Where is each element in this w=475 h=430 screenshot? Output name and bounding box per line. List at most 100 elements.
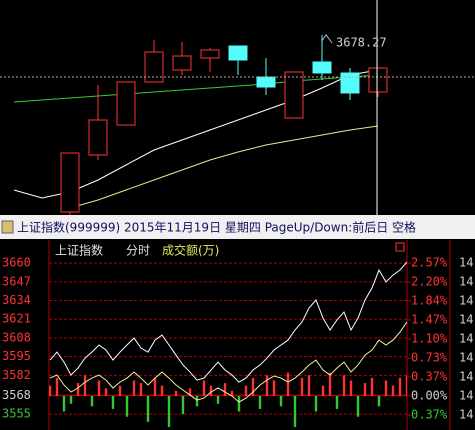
y2-tick-label: 1.10%	[411, 332, 448, 346]
volume-bar	[328, 372, 332, 397]
volume-bar	[49, 385, 52, 397]
candle-body	[228, 45, 248, 61]
y2-tick-label: 0.37%	[411, 408, 448, 422]
volume-bar	[349, 380, 353, 397]
volume-bar	[202, 380, 206, 397]
volume-bar	[293, 396, 297, 428]
volume-bar	[321, 385, 325, 397]
far-right-label: 14	[459, 293, 473, 307]
title-text: 上证指数(999999) 2015年11月19日 星期四 PageUp/Down…	[17, 220, 416, 235]
volume-bar	[300, 377, 304, 397]
volume-bar	[181, 396, 185, 415]
far-right-label: 14	[459, 275, 473, 289]
candle-body	[116, 81, 136, 126]
volume-bar	[104, 388, 108, 397]
far-right-label: 14	[459, 351, 473, 365]
volume-bar	[356, 396, 360, 417]
candle-body	[368, 67, 388, 93]
far-right-label: 14	[459, 256, 473, 270]
far-right-label: 14	[459, 369, 473, 383]
volume-bar	[363, 383, 367, 397]
candle-body	[340, 72, 360, 94]
header-indicator: 成交额(万)	[162, 243, 219, 258]
volume-bar	[391, 385, 395, 397]
candle-body	[88, 119, 108, 156]
far-right-label: 14	[459, 389, 473, 403]
y-tick-label: 3608	[2, 330, 31, 344]
far-right-label: 14	[459, 408, 473, 422]
volume-bar	[174, 390, 178, 397]
y-tick-label: 3568	[2, 388, 31, 402]
volume-bar	[258, 396, 262, 409]
volume-bar	[272, 380, 276, 397]
candle-body	[144, 51, 164, 83]
volume-bar	[83, 375, 87, 397]
price-line	[49, 321, 407, 403]
volume-bar	[279, 396, 283, 407]
candle-body	[200, 49, 220, 59]
far-right-label: 14	[459, 332, 473, 346]
price-line	[49, 261, 407, 383]
header-name: 上证指数	[55, 243, 103, 258]
moving-average	[13, 74, 379, 103]
candle-body	[60, 152, 80, 213]
y-tick-label: 3595	[2, 349, 31, 363]
kline-panel: 3678.27	[0, 0, 475, 215]
volume-bar	[377, 396, 381, 407]
volume-bar	[237, 396, 241, 412]
volume-bar	[167, 396, 171, 428]
y2-tick-label: 2.20%	[411, 275, 448, 289]
intraday-plot	[49, 261, 407, 428]
y-tick-label: 3582	[2, 368, 31, 382]
y2-tick-label: 1.84%	[411, 293, 448, 307]
volume-bar	[111, 396, 115, 409]
header-mode: 分时	[126, 244, 150, 258]
volume-bar	[342, 375, 346, 397]
y2-tick-label: 0.73%	[411, 351, 448, 365]
volume-bar	[230, 390, 234, 397]
volume-bar	[97, 380, 101, 397]
far-right-label: 14	[459, 312, 473, 326]
volume-bar	[160, 385, 164, 397]
close-box[interactable]	[395, 242, 405, 252]
volume-bar	[370, 377, 374, 397]
y-tick-label: 3647	[2, 274, 31, 288]
y2-tick-label: 0.00%	[411, 389, 448, 403]
volume-bar	[118, 385, 122, 397]
candle-body	[312, 61, 332, 74]
volume-bar	[90, 396, 94, 407]
volume-bar	[307, 375, 311, 397]
y-tick-label: 3555	[2, 407, 31, 421]
volume-bar	[384, 380, 388, 397]
volume-bar	[216, 396, 220, 404]
title-bar	[0, 215, 475, 239]
volume-bar	[251, 377, 255, 397]
volume-bar	[265, 375, 269, 397]
high-label: 3678.27	[336, 35, 387, 49]
volume-bar	[132, 380, 136, 397]
y-tick-label: 3660	[2, 256, 31, 270]
volume-bar	[244, 385, 248, 397]
moving-average	[69, 125, 379, 209]
y-tick-label: 3634	[2, 293, 31, 307]
volume-bar	[286, 372, 290, 397]
volume-bar	[153, 377, 157, 397]
volume-bar	[335, 396, 339, 409]
candle-body	[284, 71, 304, 119]
y2-tick-label: 0.37%	[411, 369, 448, 383]
volume-bar	[405, 375, 407, 397]
volume-bar	[188, 388, 192, 397]
volume-bar	[398, 377, 402, 397]
y2-tick-label: 1.47%	[411, 312, 448, 326]
candle-body	[172, 55, 192, 71]
y2-tick-label: 2.57%	[411, 256, 448, 270]
volume-bar	[55, 377, 59, 397]
y-tick-label: 3621	[2, 312, 31, 326]
volume-bar	[125, 396, 129, 417]
volume-bar	[62, 396, 66, 412]
volume-bar	[139, 383, 143, 397]
volume-bar	[69, 396, 73, 404]
volume-bar	[314, 396, 318, 412]
